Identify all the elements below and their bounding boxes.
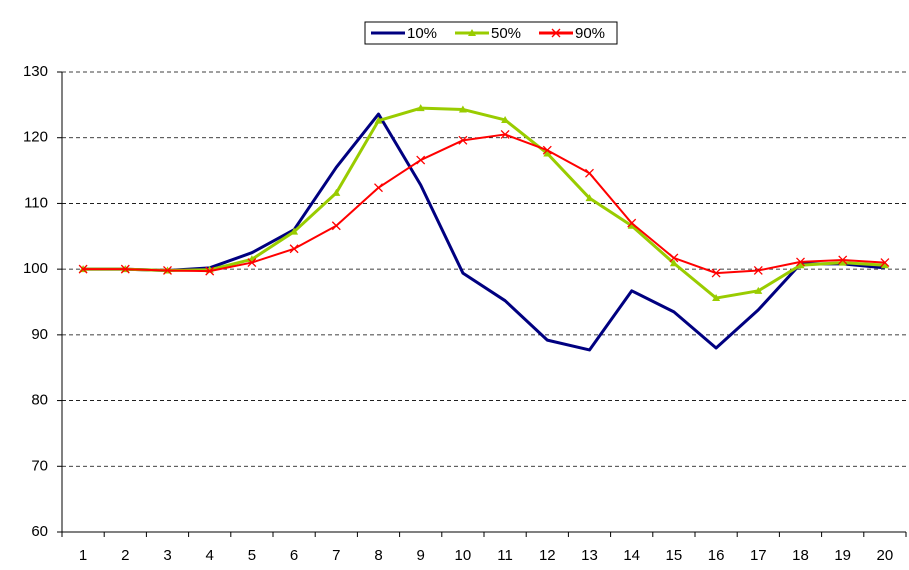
marker [585,194,594,202]
marker [290,227,299,235]
marker [331,221,341,231]
x-tick-label: 15 [666,547,683,564]
marker [78,264,88,274]
y-tick-label: 100 [23,260,48,277]
x-tick-label: 4 [206,547,214,564]
marker [838,255,848,265]
series-line [83,133,885,275]
legend-box [364,21,618,45]
x-tick-label: 9 [417,547,425,564]
marker [627,218,637,228]
marker [880,261,889,269]
marker [542,145,552,155]
marker [754,286,763,294]
legend-label: 90% [575,25,605,42]
series-line [83,106,885,300]
marker [543,149,552,157]
marker [711,268,721,278]
marker [796,257,805,267]
x-tick-label: 14 [623,547,640,564]
x-tick-label: 13 [581,547,598,564]
marker [501,115,510,123]
marker [416,155,426,165]
marker [500,129,510,139]
x-tick-label: 7 [332,547,340,564]
x-tick-label: 1 [79,547,87,564]
x-tick-label: 20 [877,547,894,564]
marker [120,264,130,274]
legend-label: 50% [491,25,521,42]
marker [458,135,468,145]
marker [627,221,636,229]
marker [585,168,594,178]
x-tick-label: 16 [708,547,725,564]
x-tick-label: 11 [497,547,513,564]
marker [838,258,847,266]
marker [468,29,476,36]
x-tick-label: 10 [455,547,472,564]
x-tick-label: 19 [834,547,851,564]
x-tick-label: 8 [374,547,382,564]
marker [247,258,257,268]
x-tick-label: 17 [750,547,767,564]
x-tick-label: 5 [248,547,256,564]
series-line [83,112,886,352]
marker [374,116,383,124]
y-tick-label: 70 [31,457,48,474]
marker [332,188,341,196]
y-tick-label: 60 [31,523,48,540]
y-tick-label: 90 [31,326,48,343]
marker [163,265,172,275]
y-tick-label: 80 [31,392,48,409]
marker [416,104,425,112]
marker [669,253,679,263]
marker [712,294,721,302]
y-tick-label: 120 [23,129,48,146]
x-tick-label: 18 [792,547,809,564]
marker [289,244,299,254]
marker [205,266,215,276]
marker [551,28,561,38]
x-tick-label: 12 [539,547,556,564]
marker [669,259,678,267]
marker [374,183,383,193]
legend-label: 10% [407,25,437,42]
marker [796,261,805,269]
y-tick-label: 110 [24,194,48,211]
x-tick-label: 3 [163,547,171,564]
x-tick-label: 2 [121,547,129,564]
x-tick-label: 6 [290,547,298,564]
y-tick-label: 130 [23,63,48,80]
marker [880,258,890,268]
marker [458,105,467,113]
marker [753,265,763,275]
